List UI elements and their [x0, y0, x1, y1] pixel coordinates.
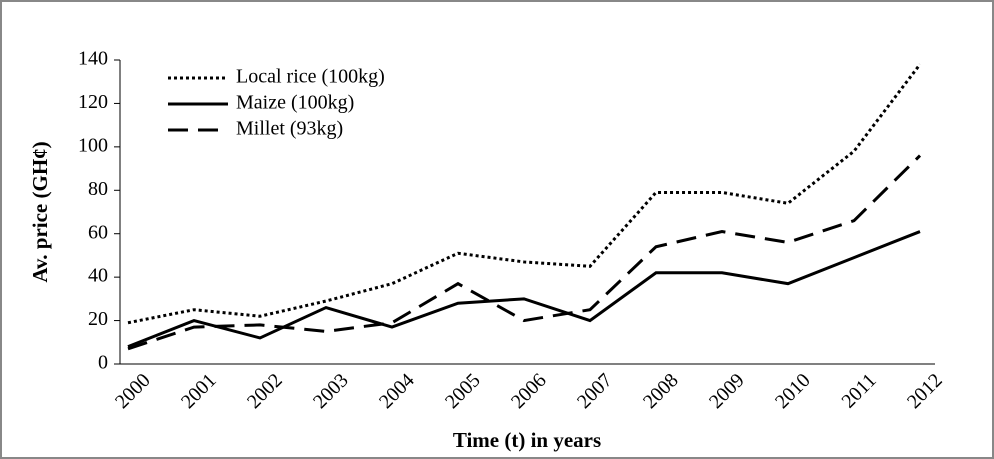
y-tick-label: 120	[78, 91, 108, 113]
y-tick-label: 100	[78, 134, 108, 156]
series-line	[127, 154, 922, 351]
y-tick-label: 140	[78, 48, 108, 70]
legend-label: Maize (100kg)	[236, 92, 354, 114]
y-tick-label: 60	[88, 221, 108, 243]
legend-label: Millet (93kg)	[236, 118, 343, 140]
legend-label: Local rice (100kg)	[236, 66, 385, 88]
y-tick-label: 40	[88, 265, 108, 287]
series-line	[127, 63, 922, 325]
y-tick-label: 80	[88, 178, 108, 200]
y-tick-label: 0	[98, 352, 108, 374]
y-axis-title: Av. price (GH¢)	[28, 141, 52, 282]
x-axis-title: Time (t) in years	[453, 428, 601, 452]
y-tick-label: 20	[88, 308, 108, 330]
series-line	[127, 230, 921, 349]
